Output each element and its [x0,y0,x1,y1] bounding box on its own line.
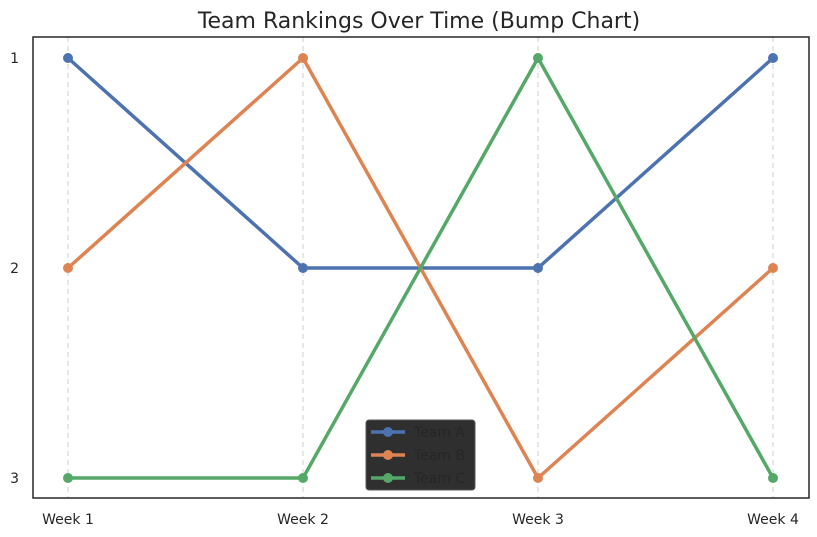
data-point [533,53,543,63]
chart-title: Team Rankings Over Time (Bump Chart) [197,9,640,34]
axis-layer: Week 1 Week 2 Week 3 Week 4 1 2 3 [10,36,810,528]
x-tick-label: Week 3 [512,512,564,528]
data-point [63,473,73,483]
legend-label: Team C [413,471,465,487]
series-layer [63,53,778,483]
legend-label: Team B [413,448,465,464]
data-point [298,473,308,483]
data-point [768,263,778,273]
data-point [63,53,73,63]
plot-frame [32,36,810,499]
data-point [533,473,543,483]
data-point [533,263,543,273]
x-tick-label: Week 2 [277,512,329,528]
legend-swatch-marker [383,473,393,483]
x-tick-label: Week 4 [747,512,799,528]
data-point [768,53,778,63]
grid-layer [67,37,774,498]
data-point [63,263,73,273]
data-point [768,473,778,483]
x-tick-label: Week 1 [42,512,94,528]
legend: Team A Team B Team C [365,419,476,491]
y-tick-label: 3 [10,471,19,487]
data-point [298,53,308,63]
legend-box [365,419,476,491]
series-line-team-c [66,56,775,480]
legend-swatch-marker [383,450,393,460]
y-tick-label: 2 [10,261,19,277]
legend-label: Team A [413,425,465,441]
data-point [298,263,308,273]
series-line-team-a [66,56,775,270]
legend-swatch-marker [383,427,393,437]
y-tick-label: 1 [10,51,19,67]
